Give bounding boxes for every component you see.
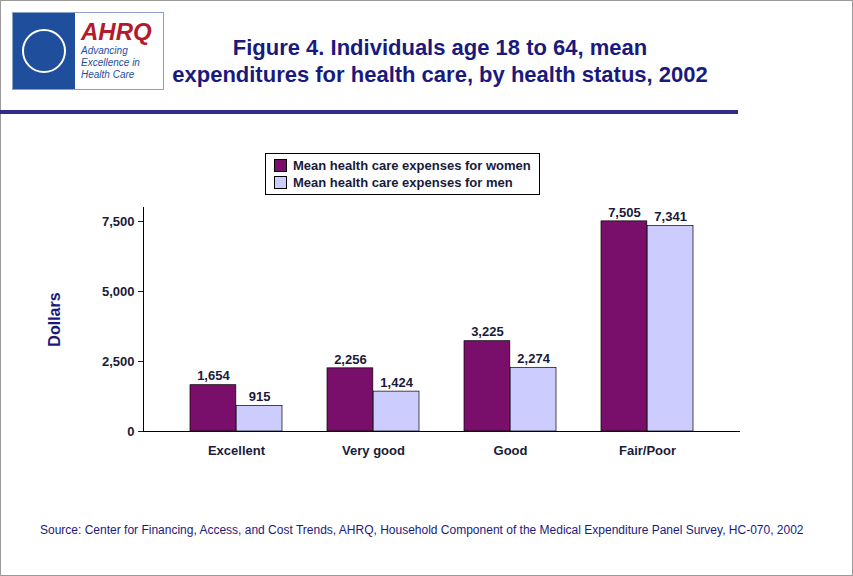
svg-text:2,500: 2,500: [102, 354, 135, 369]
svg-text:Very good: Very good: [342, 443, 405, 458]
svg-text:Excellent: Excellent: [208, 443, 266, 458]
svg-text:7,341: 7,341: [654, 209, 687, 224]
svg-text:1,654: 1,654: [197, 368, 230, 383]
svg-text:915: 915: [249, 389, 271, 404]
html-text:AHRQ: AHRQ: [81, 18, 152, 45]
html-text:Mean health care expenses for: Mean health care expenses for women: [293, 158, 531, 173]
html-text:Figure 4. Individuals age 18 t: Figure 4. Individuals age 18 to 64, mean…: [172, 35, 708, 87]
svg-text:2,274: 2,274: [517, 351, 550, 366]
html-text:Source: Center for Financing,: Source: Center for Financing, Access, an…: [40, 523, 804, 537]
html-text:Advancing Excellence in Health: Advancing Excellence in Health Care: [81, 45, 140, 80]
svg-text:7,505: 7,505: [608, 205, 641, 220]
svg-text:7,500: 7,500: [102, 214, 135, 229]
svg-text:Dollars: Dollars: [46, 292, 63, 346]
svg-text:Good: Good: [494, 443, 528, 458]
svg-text:1,424: 1,424: [380, 375, 413, 390]
html-text:Mean health care expenses for: Mean health care expenses for men: [293, 175, 513, 190]
svg-text:5,000: 5,000: [102, 284, 135, 299]
svg-text:3,225: 3,225: [471, 324, 504, 339]
svg-text:2,256: 2,256: [334, 351, 367, 366]
svg-text:Fair/Poor: Fair/Poor: [619, 443, 676, 458]
svg-text:0: 0: [127, 424, 134, 439]
